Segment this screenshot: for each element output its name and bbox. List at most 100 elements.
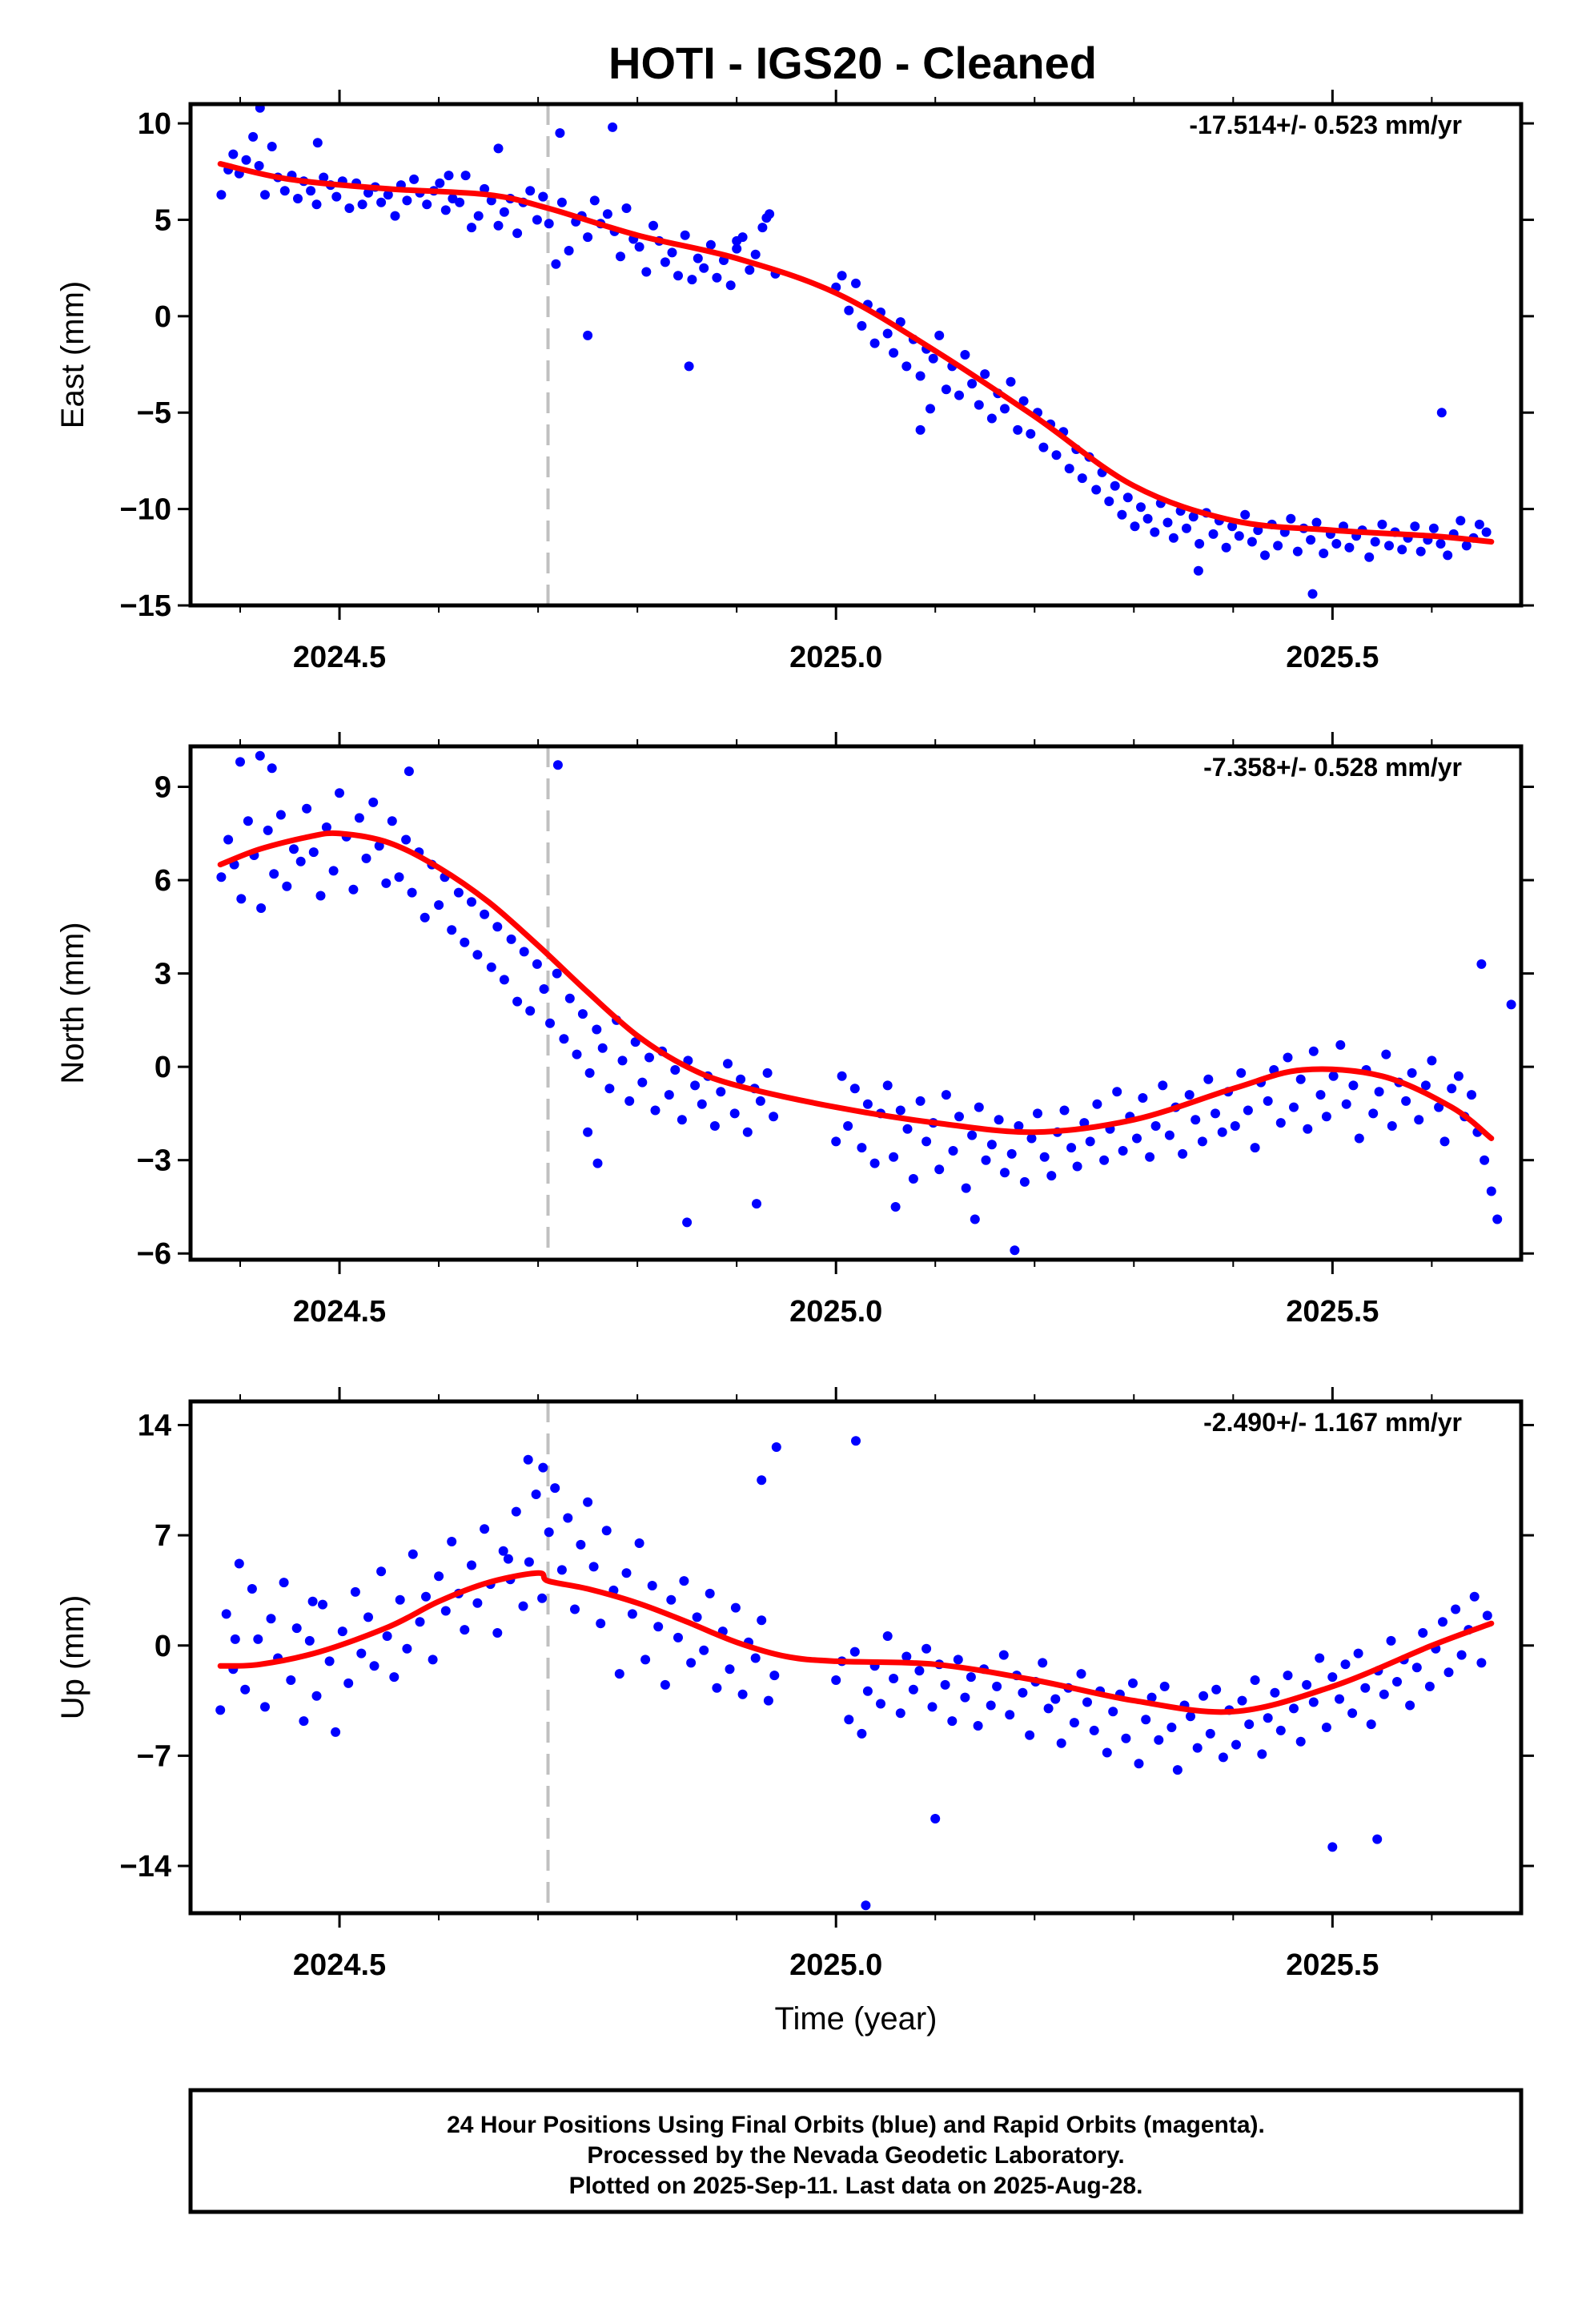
up-data-point xyxy=(621,1568,632,1578)
up-data-point xyxy=(363,1612,373,1622)
north-data-point xyxy=(986,1140,997,1150)
north-data-point xyxy=(434,900,444,911)
north-data-point xyxy=(1250,1143,1260,1153)
east-data-point xyxy=(1193,565,1203,576)
north-data-point xyxy=(572,1049,582,1059)
east-data-point xyxy=(941,384,951,395)
up-data-point xyxy=(1418,1628,1428,1638)
north-data-point xyxy=(831,1136,841,1147)
up-data-point xyxy=(1166,1723,1177,1732)
north-data-point xyxy=(1263,1096,1273,1106)
up-data-point xyxy=(1456,1650,1467,1660)
up-data-point xyxy=(1186,1711,1195,1722)
up-data-point xyxy=(666,1594,677,1605)
up-data-point xyxy=(750,1653,761,1663)
east-rate-annotation: -17.514+/- 0.523 mm/yr xyxy=(1189,111,1462,139)
east-data-point xyxy=(1026,428,1036,439)
up-data-point xyxy=(1315,1653,1325,1663)
east-data-point xyxy=(960,350,970,360)
north-data-point xyxy=(970,1214,980,1224)
north-data-point xyxy=(1132,1133,1142,1144)
east-data-point xyxy=(216,190,227,200)
north-data-point xyxy=(592,1024,602,1035)
up-rate-annotation: -2.490+/- 1.167 mm/yr xyxy=(1203,1408,1462,1437)
up-data-point xyxy=(1321,1723,1331,1732)
up-data-point xyxy=(279,1578,289,1588)
east-data-point xyxy=(602,209,612,219)
north-data-point xyxy=(447,925,457,935)
east-data-point xyxy=(319,172,329,183)
north-data-point xyxy=(499,975,509,985)
north-data-point xyxy=(577,1009,588,1019)
north-data-point xyxy=(1138,1093,1148,1103)
up-data-point xyxy=(998,1650,1009,1660)
east-data-point xyxy=(1410,521,1420,532)
east-data-point xyxy=(435,178,445,188)
north-data-point xyxy=(752,1199,761,1209)
east-data-point xyxy=(331,191,342,202)
east-data-point xyxy=(1038,442,1049,452)
north-data-point xyxy=(267,763,277,774)
north-data-point xyxy=(216,872,227,883)
east-data-point xyxy=(895,317,905,328)
east-data-point xyxy=(1077,473,1087,484)
north-data-point xyxy=(1118,1146,1128,1156)
north-data-point xyxy=(295,856,306,866)
east-data-point xyxy=(555,128,565,139)
up-data-point xyxy=(857,1728,867,1739)
north-x-tick-label: 2025.5 xyxy=(1286,1295,1379,1329)
north-data-point xyxy=(1085,1136,1095,1147)
north-data-point xyxy=(1321,1112,1331,1122)
up-x-tick-label: 2024.5 xyxy=(293,1948,386,1982)
east-data-point xyxy=(1130,521,1140,532)
east-data-point xyxy=(693,253,703,263)
east-data-point xyxy=(357,199,367,210)
east-data-point xyxy=(1110,480,1120,491)
east-x-tick-label: 2025.5 xyxy=(1286,641,1379,674)
north-data-point xyxy=(1191,1115,1201,1125)
up-data-point xyxy=(253,1634,263,1644)
east-data-point xyxy=(1018,396,1029,406)
up-data-point xyxy=(556,1565,567,1575)
up-data-point xyxy=(862,1686,873,1696)
up-data-point xyxy=(1347,1708,1358,1719)
east-data-point xyxy=(667,247,677,258)
north-data-point xyxy=(354,813,364,823)
north-data-point xyxy=(1039,1152,1050,1162)
east-x-tick-label: 2024.5 xyxy=(293,641,386,674)
up-data-point xyxy=(1154,1735,1164,1745)
north-data-point xyxy=(1374,1087,1384,1097)
north-data-point xyxy=(869,1158,880,1168)
up-data-point xyxy=(705,1588,715,1598)
north-data-point xyxy=(664,1090,674,1100)
north-data-point xyxy=(849,1084,860,1094)
north-data-point xyxy=(263,825,273,835)
north-data-point xyxy=(512,996,523,1007)
north-data-point xyxy=(1033,1108,1042,1119)
north-data-point xyxy=(407,887,417,898)
north-data-point xyxy=(1354,1133,1364,1144)
up-data-point xyxy=(1366,1719,1376,1730)
up-data-point xyxy=(861,1900,871,1911)
north-data-point xyxy=(762,1068,773,1078)
north-data-point xyxy=(1283,1052,1293,1063)
up-data-point xyxy=(930,1814,941,1823)
north-data-point xyxy=(1315,1090,1326,1100)
north-data-point xyxy=(401,834,412,845)
east-data-point xyxy=(926,404,935,414)
north-data-point xyxy=(583,1127,593,1137)
up-y-tick-label: 0 xyxy=(155,1630,171,1663)
east-data-point xyxy=(344,203,355,213)
up-data-point xyxy=(311,1691,322,1701)
east-data-point xyxy=(1013,424,1023,435)
up-data-point xyxy=(908,1684,918,1695)
footer-frame xyxy=(188,2088,1524,2214)
north-data-point xyxy=(690,1080,701,1091)
north-rate-annotation: -7.358+/- 0.528 mm/yr xyxy=(1203,753,1462,782)
up-data-point xyxy=(1102,1747,1112,1758)
north-data-point xyxy=(1236,1068,1247,1078)
north-data-point xyxy=(934,1164,945,1175)
north-data-point xyxy=(1059,1105,1070,1116)
north-data-point xyxy=(1492,1214,1503,1224)
